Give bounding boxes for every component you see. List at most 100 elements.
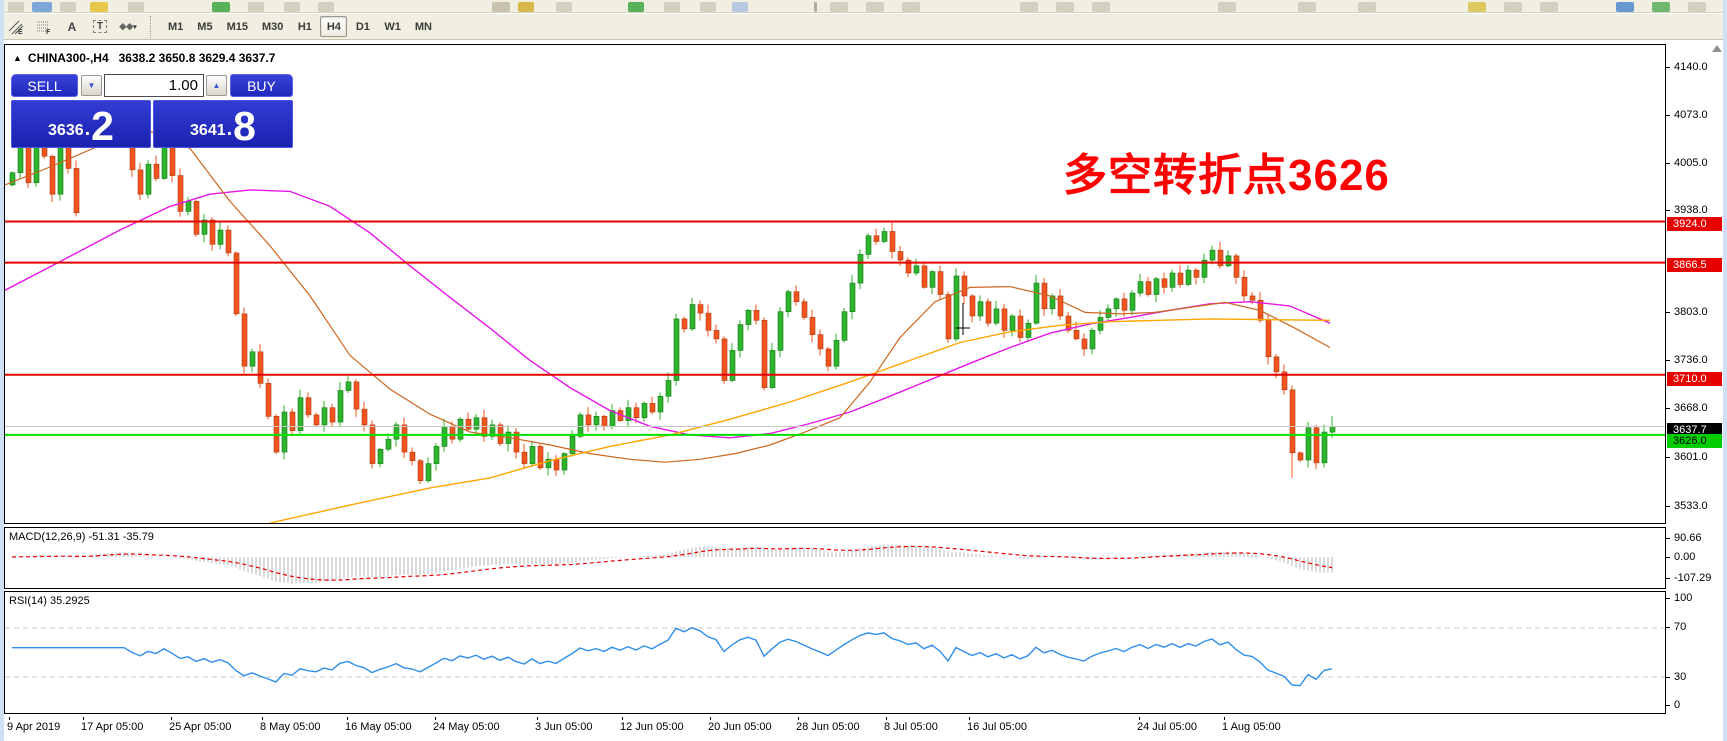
timeframe-button-m1[interactable]: M1 — [168, 20, 184, 33]
candlestick — [377, 448, 384, 464]
candlestick — [737, 324, 744, 351]
timeframe-button-h4[interactable]: H4 — [320, 16, 348, 37]
candlestick — [561, 453, 568, 471]
macd-canvas[interactable] — [5, 528, 1665, 588]
toolbar-icon-fragment — [814, 2, 817, 12]
toolbar-icon-fragment — [1468, 2, 1486, 12]
price-axis-label: -107.29 — [1674, 572, 1712, 584]
timeframe-button-mn[interactable]: MN — [414, 20, 432, 33]
candlestick — [265, 383, 272, 417]
toolbar-icon-fragment — [212, 2, 230, 12]
candlestick — [1113, 298, 1120, 310]
candlestick — [873, 235, 880, 242]
candlestick — [841, 311, 848, 341]
rsi-label: RSI(14) 35.2925 — [9, 595, 90, 607]
lot-size-input[interactable] — [104, 74, 204, 97]
candlestick — [1081, 338, 1088, 350]
time-axis-label: 1 Aug 05:00 — [1222, 721, 1281, 733]
macd-indicator-panel[interactable]: MACD(12,26,9) -51.31 -35.79 — [4, 527, 1666, 589]
buy-button[interactable]: BUY — [230, 74, 293, 97]
candlestick — [521, 451, 528, 464]
candlestick — [1225, 255, 1232, 267]
timeframe-button-h1[interactable]: H1 — [297, 20, 312, 33]
time-axis-tick — [347, 717, 348, 720]
sell-button[interactable]: SELL — [11, 74, 78, 97]
candlestick — [665, 380, 672, 397]
toolbar-icon-fragment — [1092, 2, 1110, 12]
toolbar-icon-fragment — [248, 2, 264, 12]
toolbar-icon-fragment — [1652, 2, 1670, 12]
price-tag-3626.0: 3626.0 — [1667, 434, 1722, 448]
candlestick — [985, 301, 992, 324]
candlestick — [161, 146, 168, 179]
candlestick — [337, 390, 344, 423]
toolbar-icon-fragment — [32, 2, 52, 12]
price-axis-label: 30 — [1674, 671, 1687, 683]
price-axis-label: 90.66 — [1674, 532, 1702, 544]
candlestick — [489, 424, 496, 437]
text-icon[interactable]: A — [67, 19, 77, 34]
time-axis[interactable]: 9 Apr 2019 17 Apr 05:00 25 Apr 05:00 8 May … — [4, 717, 1666, 737]
text-label-icon[interactable]: T — [88, 16, 112, 38]
price-axis[interactable]: 4140.0 4073.0 4005.0 3938.0 3803.0 3736.0 3668… — [1666, 44, 1723, 714]
lot-decrease-button[interactable]: ▼ — [81, 75, 102, 96]
timeframe-button-m30[interactable]: M30 — [261, 20, 284, 33]
symbol-collapse-triangle[interactable]: ▲ — [13, 53, 22, 63]
buy-price-display[interactable]: 3641. 8 — [153, 100, 293, 148]
candlestick — [513, 431, 520, 453]
candlestick — [905, 259, 912, 274]
rsi-canvas[interactable] — [5, 592, 1665, 713]
candlestick — [1057, 295, 1064, 317]
price-axis-label: 3533.0 — [1674, 500, 1708, 512]
candlestick — [417, 460, 424, 482]
svg-text:F: F — [46, 29, 51, 35]
candlestick — [201, 219, 208, 235]
price-axis-tick — [1666, 557, 1670, 558]
timeframe-button-d1[interactable]: D1 — [355, 20, 370, 33]
toolbar-icon-fragment — [284, 2, 300, 12]
toolbar-icon-fragment — [902, 2, 920, 12]
candlestick — [529, 446, 536, 464]
candlestick — [169, 146, 176, 176]
candlestick — [313, 414, 320, 426]
candlestick — [353, 381, 360, 410]
drawing-tools-group: E F A T ◆◆ ▾ — [0, 16, 140, 38]
candlestick — [649, 403, 656, 413]
price-axis-tick — [1666, 578, 1670, 579]
timeframe-button-m15[interactable]: M15 — [226, 20, 248, 33]
time-axis-label: 16 May 05:00 — [345, 721, 412, 733]
price-axis-tick — [1666, 538, 1670, 539]
candlestick-chart-canvas[interactable] — [5, 45, 1665, 523]
candlestick — [881, 231, 888, 242]
candlestick — [1217, 249, 1224, 267]
time-axis-tick — [262, 717, 263, 720]
candlestick — [633, 407, 640, 419]
fibonacci-icon[interactable]: F — [32, 16, 56, 38]
candlestick — [1025, 322, 1032, 338]
time-axis-tick — [710, 717, 711, 720]
candlestick — [1153, 278, 1160, 295]
timeframe-button-w1[interactable]: W1 — [384, 20, 401, 33]
candlestick — [289, 411, 296, 431]
toolbar-icon-fragment — [90, 2, 108, 12]
candlestick — [585, 414, 592, 426]
rsi-indicator-panel[interactable]: RSI(14) 35.2925 — [4, 591, 1666, 714]
sell-price-display[interactable]: 3636. 2 — [11, 100, 151, 148]
price-axis-tick — [1666, 67, 1670, 68]
candlestick — [945, 294, 952, 340]
candlestick — [1009, 315, 1016, 331]
shapes-icon[interactable]: ◆◆ ▾ — [119, 21, 137, 31]
main-price-chart[interactable]: ▲ CHINA300-,H4 3638.2 3650.8 3629.4 3637… — [4, 44, 1666, 524]
price-axis-tick — [1666, 408, 1670, 409]
equidistant-channel-icon[interactable]: E — [4, 16, 28, 38]
lot-increase-button[interactable]: ▲ — [206, 75, 227, 96]
buy-price-fraction: 8 — [233, 103, 256, 150]
time-axis-tick — [537, 717, 538, 720]
candlestick — [553, 458, 560, 471]
buy-price-dot: . — [226, 118, 233, 140]
price-axis-label: 4140.0 — [1674, 61, 1708, 73]
candlestick — [681, 318, 688, 330]
timeframe-button-m5[interactable]: M5 — [197, 20, 213, 33]
toolbar-icon-fragment — [628, 2, 644, 12]
chart-workspace[interactable]: ▲ CHINA300-,H4 3638.2 3650.8 3629.4 3637… — [0, 40, 1727, 740]
